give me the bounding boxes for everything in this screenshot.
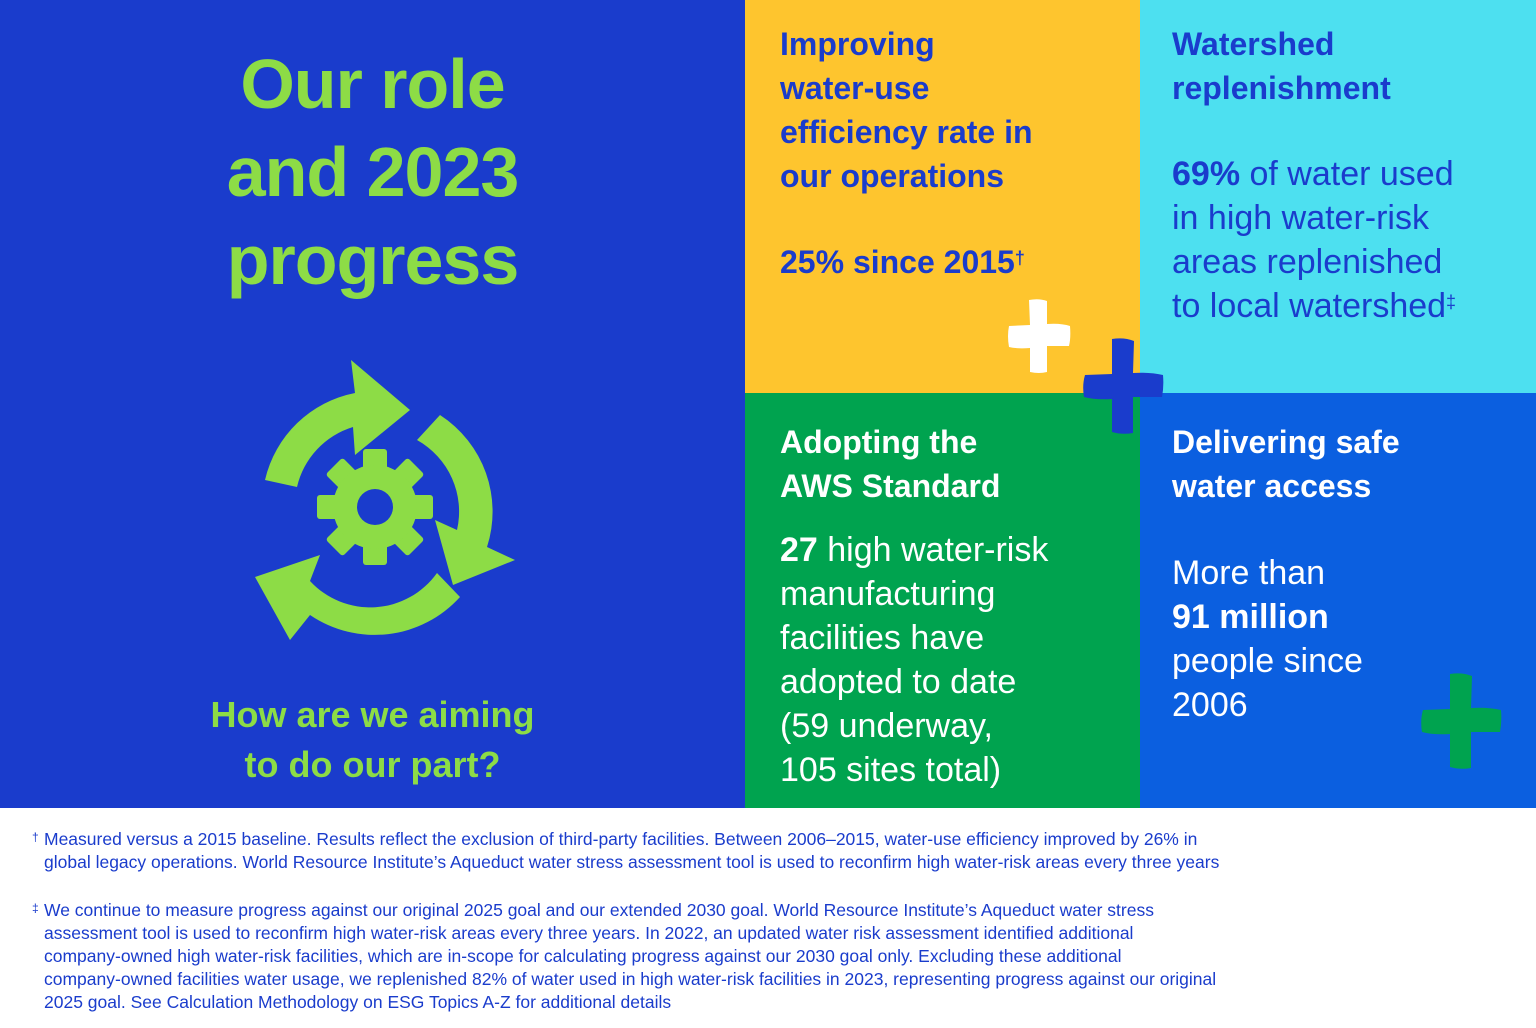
footnote-double-dagger: ‡ We continue to measure progress agains… (30, 899, 1510, 1014)
footnote-mark: † (32, 830, 39, 844)
efficiency-card: Improving water-use efficiency rate in o… (745, 0, 1140, 393)
replenishment-stat: 69% (1172, 155, 1241, 193)
footnote-line: company-owned facilities water usage, we… (44, 969, 1217, 989)
title-line-1: Our role (240, 45, 505, 123)
access-title-line: water access (1172, 468, 1372, 504)
footnote-line: assessment tool is used to reconfirm hig… (44, 923, 1134, 943)
replenishment-title: Watershed replenishment (1172, 22, 1532, 110)
efficiency-title-line: our operations (780, 158, 1005, 194)
efficiency-title-line: water-use (780, 70, 930, 106)
aws-stat: 27 (780, 531, 818, 569)
page-title: Our role and 2023 progress (0, 40, 745, 304)
access-line: people since (1172, 642, 1363, 680)
replenishment-title-line: Watershed (1172, 26, 1335, 62)
footnote-line: We continue to measure progress against … (44, 900, 1154, 920)
footnote-line: Measured versus a 2015 baseline. Results… (44, 829, 1198, 849)
plus-icon (1083, 338, 1164, 434)
access-line: 2006 (1172, 686, 1248, 724)
dagger-mark: † (1014, 248, 1025, 268)
access-body: More than 91 million people since 2006 (1172, 551, 1532, 727)
efficiency-title: Improving water-use efficiency rate in o… (780, 22, 1130, 198)
double-dagger-mark: ‡ (1446, 292, 1457, 312)
aim-question: How are we aiming to do our part? (0, 690, 745, 790)
replenishment-title-line: replenishment (1172, 70, 1391, 106)
recycle-gear-icon (255, 360, 515, 640)
aws-title-line: Adopting the (780, 424, 978, 460)
footnote-line: company-owned high water-risk facilities… (44, 946, 1122, 966)
aws-title-line: AWS Standard (780, 468, 1001, 504)
replenishment-line-1: 69% of water used (1172, 152, 1532, 196)
access-card: Delivering safe water access More than 9… (1140, 393, 1536, 808)
footnote-mark: ‡ (32, 901, 39, 915)
question-line-1: How are we aiming (210, 694, 535, 735)
access-stat: 91 million (1172, 598, 1329, 636)
footnote-dagger: † Measured versus a 2015 baseline. Resul… (30, 828, 1510, 874)
footnote-line: 2025 goal. See Calculation Methodology o… (44, 992, 672, 1012)
question-line-2: to do our part? (244, 744, 501, 785)
aws-card: Adopting the AWS Standard 27 high water-… (745, 393, 1140, 808)
access-title-line: Delivering safe (1172, 424, 1400, 460)
replenishment-body: 69% of water used in high water-risk are… (1172, 152, 1532, 328)
footnote-line: global legacy operations. World Resource… (44, 852, 1220, 872)
title-line-3: progress (226, 221, 520, 299)
efficiency-title-line: Improving (780, 26, 935, 62)
aws-line: facilities have (780, 619, 985, 657)
access-line-1: More than (1172, 554, 1326, 592)
aws-line: adopted to date (780, 663, 1017, 701)
efficiency-stat-text: 25% since 2015 (780, 244, 1015, 280)
replenishment-line-1-rest: of water used (1240, 155, 1454, 193)
intro-panel: Our role and 2023 progress (0, 0, 745, 808)
replenishment-line-2: in high water-risk (1172, 199, 1429, 237)
access-title: Delivering safe water access (1172, 420, 1532, 508)
efficiency-title-line: efficiency rate in (780, 114, 1033, 150)
footnotes: † Measured versus a 2015 baseline. Resul… (30, 828, 1510, 1014)
aws-line: manufacturing (780, 575, 996, 613)
replenishment-line-4-text: to local watershed (1172, 287, 1447, 325)
aws-line-1: 27 high water-risk (780, 528, 1135, 572)
replenishment-line-4: to local watershed‡ (1172, 284, 1532, 328)
aws-body: 27 high water-risk manufacturing facilit… (780, 528, 1135, 792)
efficiency-stat: 25% since 2015† (780, 240, 1025, 284)
aws-line-1-rest: high water-risk (817, 531, 1049, 569)
title-line-2: and 2023 (226, 133, 520, 211)
aws-title: Adopting the AWS Standard (780, 420, 1130, 508)
replenishment-card: Watershed replenishment 69% of water use… (1140, 0, 1536, 393)
aws-line: (59 underway, (780, 707, 993, 745)
plus-icon (1008, 299, 1071, 373)
replenishment-line-3: areas replenished (1172, 243, 1443, 281)
aws-line: 105 sites total) (780, 751, 1002, 789)
plus-icon (1421, 673, 1502, 769)
